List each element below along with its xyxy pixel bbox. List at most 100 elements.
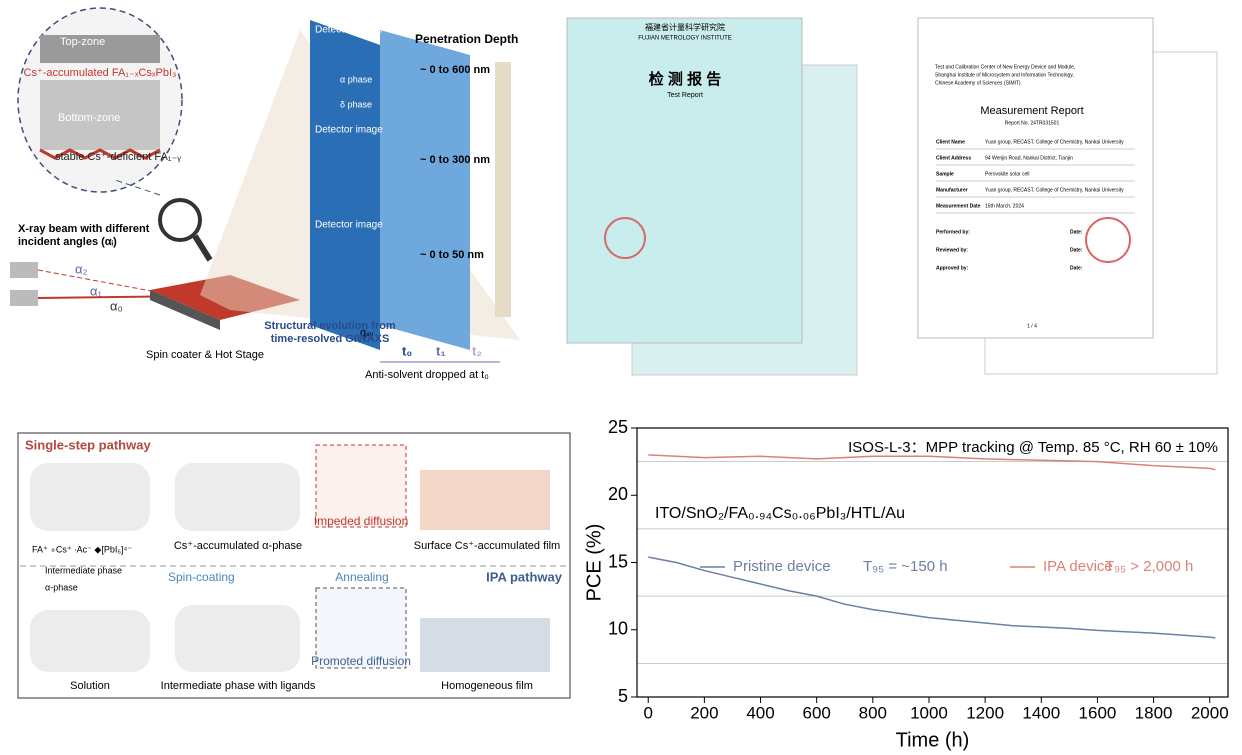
field-value: 15th March, 2024 [985, 203, 1024, 209]
y-axis-label: PCE (%) [583, 524, 605, 602]
y-tick-label: 20 [608, 484, 628, 504]
label: Single-step pathway [25, 437, 151, 452]
source [10, 262, 38, 278]
chart: 5 10 15 20 25 0 200 400 600 800 1000 1200 1400 1600 18… [583, 417, 1228, 752]
zoom-box [315, 444, 407, 528]
x-tick-label: 1600 [1079, 703, 1117, 722]
field-name: Manufacturer [936, 187, 968, 193]
angle: α₂ [75, 261, 88, 276]
label: time-resolved GIWAXS [271, 333, 390, 345]
dash-line [114, 179, 161, 196]
legend-label: Pristine device [733, 558, 831, 575]
label: 福建省计量科学研究院 [645, 22, 725, 32]
label: Cs⁺-accumulated α-phase [174, 540, 302, 552]
field-name: Client Address [936, 155, 971, 161]
x-tick-label: 200 [690, 703, 718, 722]
label: qₓᵧ [360, 327, 374, 339]
y-tick-label: 25 [608, 417, 628, 437]
legend-note: T₉₅ = ~150 h [863, 558, 948, 575]
label: Detector image [315, 125, 383, 136]
field-name: Sample [936, 171, 954, 177]
label: 检 测 报 告 [649, 70, 722, 88]
label: t₀ [402, 343, 412, 358]
date-label: Date: [1070, 247, 1083, 253]
legend-note: T₉₅ > 2,000 h [1105, 558, 1193, 575]
annotation: ISOS-L-3：MPP tracking @ Temp. 85 °C, RH … [848, 439, 1218, 456]
label: FUJIAN METROLOGY INSTITUTE [638, 36, 732, 42]
label: Intermediate phase with ligands [161, 680, 316, 692]
legend: Intermediate phase [45, 565, 122, 575]
vial [30, 610, 150, 672]
label: Surface Cs⁺-accumulated film [414, 540, 560, 552]
sample-side [150, 290, 220, 330]
label: Measurement Report [980, 105, 1083, 117]
label: Cs⁺-accumulated FA₁₋ₓCsₓPbI₃ [24, 67, 177, 79]
label: Spin coater & Hot Stage [146, 349, 264, 361]
source [10, 290, 38, 306]
label: Test and Calibration Center of New Energ… [935, 64, 1075, 70]
label: Bottom-zone [58, 112, 120, 124]
legend-label: IPA device [1043, 558, 1113, 575]
doc-front [566, 17, 803, 344]
label: Detector image [315, 25, 383, 36]
label: Homogeneous film [441, 680, 533, 692]
label: Report No. 24TR031501 [1005, 120, 1060, 126]
magnifier-handle [192, 234, 213, 262]
field-value: Yuan group, RECAST, College of Chemistry… [985, 139, 1124, 145]
x-tick-label: 600 [802, 703, 830, 722]
label: Promoted diffusion [311, 654, 411, 668]
certificates: 福建省计量科学研究院 FUJIAN METROLOGY INSTITUTE 检 … [566, 17, 1218, 376]
bottom-layer [40, 80, 160, 150]
x-tick-label: 1400 [1022, 703, 1060, 722]
x-tick-label: 800 [859, 703, 887, 722]
x-axis-label: Time (h) [896, 729, 970, 751]
label: t₂ [472, 343, 482, 358]
label: incident angles (αᵢ) [18, 236, 117, 248]
label: Top-zone [60, 36, 105, 48]
vial [30, 463, 150, 531]
label: Shanghai Institute of Microsystem and In… [935, 72, 1074, 78]
label: Anti-solvent dropped at t₀ [365, 369, 489, 381]
label: Test Report [667, 92, 703, 99]
legend: FA⁺ ∘Cs⁺ ∙Ac⁻ ◆[PbI₆]⁴⁻ [32, 544, 132, 554]
y-tick-label: 10 [608, 619, 628, 639]
signature-label: Performed by: [936, 229, 970, 235]
label: Penetration Depth [415, 32, 518, 46]
signature-label: Approved by: [936, 265, 969, 271]
stamp [604, 217, 646, 259]
field-value: 94 Wenjin Road, Nankai District, Tianjin [985, 155, 1073, 161]
label: Detector image [315, 220, 383, 231]
date-label: Date: [1070, 265, 1083, 271]
detector [310, 20, 380, 155]
detector-images [310, 20, 470, 350]
label: ~ 0 to 300 nm [420, 154, 490, 166]
label: ~ 0 to 600 nm [420, 64, 490, 76]
label: 1 / 4 [1027, 323, 1037, 329]
label: IPA pathway [486, 569, 563, 584]
x-tick-label: 0 [643, 703, 652, 722]
field-value: Yuan group, RECAST, College of Chemistry… [985, 187, 1124, 193]
field-name: Client Name [936, 139, 965, 145]
label: stable Cs⁺-deficient FA₁₋ᵧ [55, 151, 181, 163]
label: Annealing [335, 570, 388, 584]
top-layer [40, 35, 160, 63]
field-name: Measurement Date [936, 203, 981, 209]
label: Impeded diffusion [314, 514, 409, 528]
signature-label: Reviewed by: [936, 247, 968, 253]
angle: α₀ [110, 298, 123, 313]
film [420, 618, 550, 672]
legend: α-phase [45, 582, 78, 592]
x-tick-label: 1200 [966, 703, 1004, 722]
plot-frame [636, 427, 1229, 698]
film [420, 470, 550, 530]
vial [175, 463, 300, 531]
detector [310, 215, 380, 350]
y-tick-label: 15 [608, 551, 628, 571]
depth-bar [495, 62, 511, 317]
angle: α₁ [90, 283, 103, 298]
label: δ phase [340, 99, 372, 109]
magnifier [158, 198, 202, 242]
label: Chinese Academy of Sciences (SIMIT) [935, 80, 1021, 86]
y-tick-label: 5 [618, 686, 628, 706]
label: Spin-coating [168, 570, 235, 584]
